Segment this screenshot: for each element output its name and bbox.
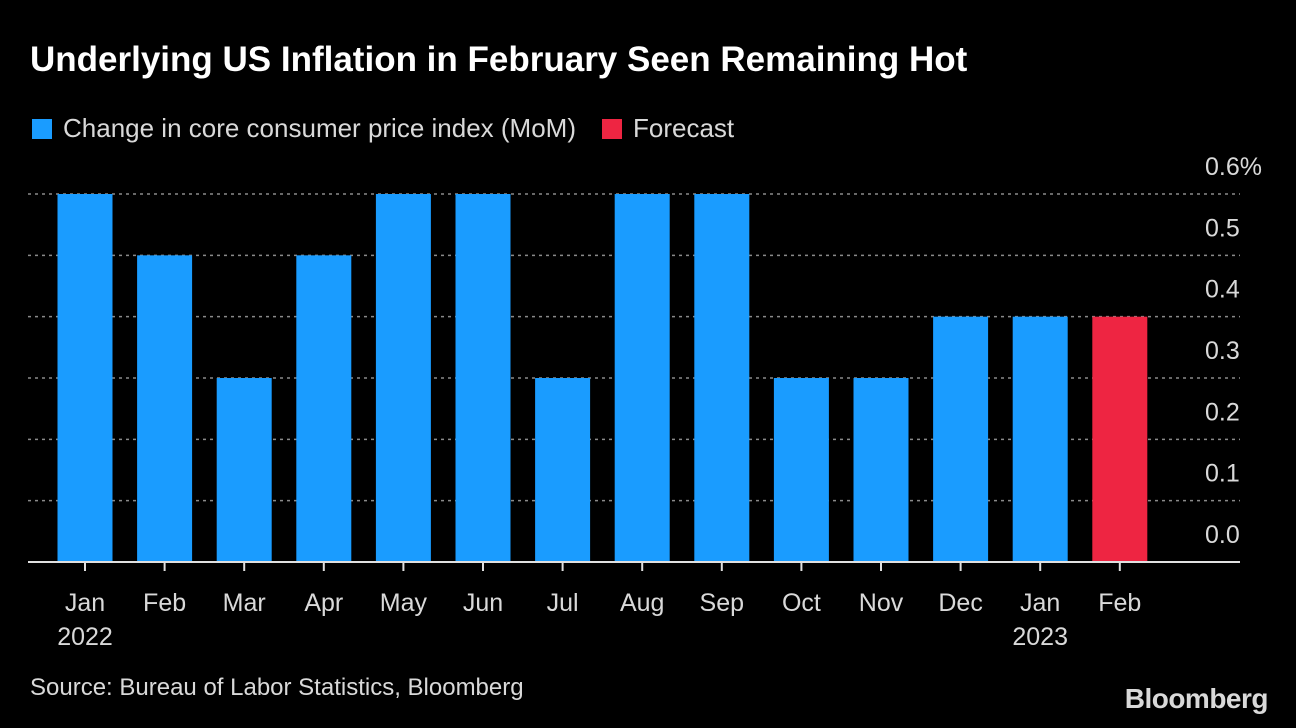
y-tick-label: 0.1 (1205, 460, 1240, 488)
legend-swatch-forecast (602, 118, 622, 139)
bar-core-cpi (137, 255, 193, 563)
bar-core-cpi (296, 255, 352, 563)
legend-item-core-cpi: Change in core consumer price index (MoM… (32, 113, 576, 144)
bar-core-cpi (614, 194, 670, 562)
legend-item-forecast: Forecast (602, 113, 734, 144)
y-tick-label: 0.0 (1205, 521, 1240, 549)
chart-title: Underlying US Inflation in February Seen… (30, 40, 968, 79)
legend: Change in core consumer price index (MoM… (32, 113, 760, 144)
legend-label-core-cpi: Change in core consumer price index (MoM… (63, 113, 576, 143)
bar-core-cpi (375, 194, 431, 562)
bloomberg-logo: Bloomberg (1124, 683, 1269, 714)
bar-core-cpi (535, 378, 591, 562)
y-tick-label: 0.6% (1205, 153, 1262, 181)
x-tick-label: Sep (700, 589, 744, 617)
bar-forecast (1092, 316, 1148, 562)
x-tick-label: Mar (223, 589, 266, 617)
y-tick-label: 0.2 (1205, 398, 1240, 426)
y-tick-label: 0.3 (1205, 337, 1240, 365)
legend-swatch-core-cpi (32, 118, 52, 139)
x-year-label: 2022 (57, 623, 113, 651)
x-tick-label: Feb (1098, 589, 1141, 617)
x-tick-label: May (380, 589, 428, 617)
bar-core-cpi (853, 378, 909, 562)
x-tick-label: Jan (1020, 589, 1060, 617)
source-note: Source: Bureau of Labor Statistics, Bloo… (30, 674, 524, 701)
x-tick-label: Jan (65, 589, 105, 617)
y-tick-label: 0.5 (1205, 214, 1240, 242)
bar-core-cpi (57, 194, 113, 562)
bar-core-cpi (933, 316, 989, 562)
bar-core-cpi (455, 194, 511, 562)
x-year-label: 2023 (1012, 623, 1068, 651)
x-tick-label: Aug (620, 589, 664, 617)
y-tick-label: 0.4 (1205, 276, 1240, 304)
x-tick-label: Feb (143, 589, 186, 617)
legend-label-forecast: Forecast (633, 113, 735, 143)
bar-core-cpi (1012, 316, 1068, 562)
x-tick-label: Jul (547, 589, 579, 617)
bar-core-cpi (773, 378, 829, 562)
x-tick-label: Oct (782, 589, 821, 617)
x-tick-label: Jun (463, 589, 503, 617)
bar-core-cpi (216, 378, 272, 562)
x-tick-label: Dec (938, 589, 982, 617)
x-tick-label: Nov (859, 589, 904, 617)
x-tick-label: Apr (304, 589, 343, 617)
bar-core-cpi (694, 194, 750, 562)
